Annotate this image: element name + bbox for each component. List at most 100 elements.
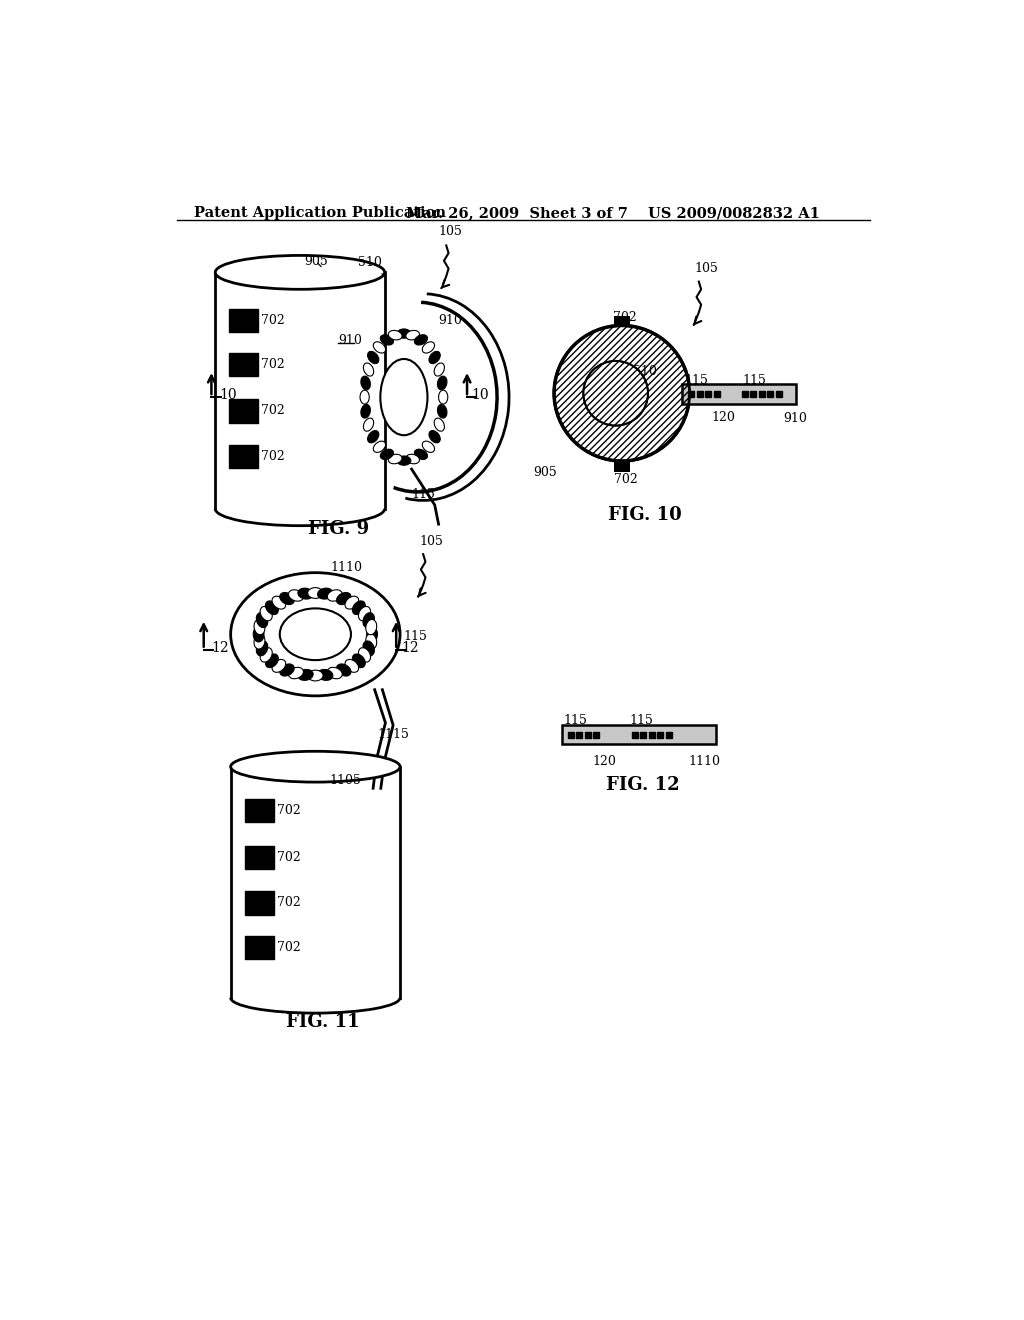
Ellipse shape xyxy=(434,418,444,432)
Text: 12: 12 xyxy=(400,642,419,655)
Bar xyxy=(245,846,273,869)
Text: 510: 510 xyxy=(634,364,657,378)
Text: 115: 115 xyxy=(630,714,653,727)
Ellipse shape xyxy=(415,335,427,345)
Text: FIG. 9: FIG. 9 xyxy=(308,520,369,539)
Ellipse shape xyxy=(362,612,375,627)
Bar xyxy=(245,936,273,960)
Ellipse shape xyxy=(388,330,402,341)
Ellipse shape xyxy=(368,430,379,442)
Text: 115: 115 xyxy=(684,374,708,387)
Bar xyxy=(682,384,796,404)
Ellipse shape xyxy=(366,634,377,649)
Text: 510: 510 xyxy=(357,256,383,275)
Text: 115: 115 xyxy=(412,488,435,502)
Ellipse shape xyxy=(337,664,351,676)
Ellipse shape xyxy=(260,648,272,663)
Ellipse shape xyxy=(254,634,265,649)
Ellipse shape xyxy=(434,363,444,376)
Ellipse shape xyxy=(368,351,379,363)
Ellipse shape xyxy=(280,664,294,676)
Ellipse shape xyxy=(280,593,294,605)
Ellipse shape xyxy=(380,359,427,436)
Text: FIG. 12: FIG. 12 xyxy=(606,776,679,793)
Ellipse shape xyxy=(260,606,272,620)
Ellipse shape xyxy=(362,642,375,656)
Bar xyxy=(614,461,630,471)
Ellipse shape xyxy=(317,589,333,599)
Ellipse shape xyxy=(230,573,400,696)
Ellipse shape xyxy=(438,391,447,404)
Ellipse shape xyxy=(272,660,286,672)
Ellipse shape xyxy=(429,430,440,442)
Text: 12: 12 xyxy=(211,642,229,655)
Text: 1110: 1110 xyxy=(331,561,362,574)
Text: 115: 115 xyxy=(403,631,428,643)
Ellipse shape xyxy=(254,619,265,635)
Text: 702: 702 xyxy=(261,358,286,371)
Text: 115: 115 xyxy=(563,714,587,727)
Text: 702: 702 xyxy=(276,941,301,954)
Text: 905: 905 xyxy=(534,466,557,479)
Bar xyxy=(562,725,716,744)
Ellipse shape xyxy=(397,455,411,465)
Ellipse shape xyxy=(429,351,440,363)
Text: 10: 10 xyxy=(472,388,489,403)
Ellipse shape xyxy=(364,418,374,432)
Ellipse shape xyxy=(317,669,333,680)
Ellipse shape xyxy=(256,642,267,656)
Text: 702: 702 xyxy=(261,450,286,463)
Ellipse shape xyxy=(397,329,411,338)
Ellipse shape xyxy=(380,335,393,345)
Ellipse shape xyxy=(422,441,434,453)
Ellipse shape xyxy=(415,449,427,459)
Text: 120: 120 xyxy=(593,755,616,768)
Ellipse shape xyxy=(406,330,420,341)
Ellipse shape xyxy=(388,454,402,463)
Text: 702: 702 xyxy=(261,404,286,417)
Bar xyxy=(614,317,630,327)
Text: US 2009/0082832 A1: US 2009/0082832 A1 xyxy=(648,206,820,220)
Text: 702: 702 xyxy=(276,804,301,817)
Ellipse shape xyxy=(289,668,303,678)
Bar xyxy=(245,799,273,822)
Bar xyxy=(229,400,258,422)
Ellipse shape xyxy=(298,589,313,599)
Bar xyxy=(245,891,273,915)
Text: 702: 702 xyxy=(276,896,301,909)
Bar xyxy=(229,354,258,376)
Ellipse shape xyxy=(364,363,374,376)
Text: FIG. 10: FIG. 10 xyxy=(608,507,682,524)
Ellipse shape xyxy=(406,454,420,463)
Ellipse shape xyxy=(437,404,446,418)
Text: 1105: 1105 xyxy=(330,775,361,788)
Ellipse shape xyxy=(374,441,386,453)
Text: 120: 120 xyxy=(711,411,735,424)
Ellipse shape xyxy=(328,668,342,678)
Ellipse shape xyxy=(289,590,303,601)
Ellipse shape xyxy=(437,376,446,389)
Ellipse shape xyxy=(360,404,371,418)
Ellipse shape xyxy=(256,612,267,627)
Bar xyxy=(229,445,258,469)
Text: 1115: 1115 xyxy=(377,729,409,742)
Text: 105: 105 xyxy=(694,263,718,276)
Ellipse shape xyxy=(366,619,377,635)
Ellipse shape xyxy=(422,342,434,352)
Text: 10: 10 xyxy=(219,388,237,403)
Ellipse shape xyxy=(298,669,313,680)
Ellipse shape xyxy=(337,593,351,605)
Text: 910: 910 xyxy=(339,334,362,347)
Ellipse shape xyxy=(272,597,286,609)
Ellipse shape xyxy=(307,587,323,598)
Text: Mar. 26, 2009  Sheet 3 of 7: Mar. 26, 2009 Sheet 3 of 7 xyxy=(407,206,628,220)
Ellipse shape xyxy=(215,256,385,289)
Text: 105: 105 xyxy=(438,226,463,239)
Ellipse shape xyxy=(307,671,323,681)
Text: 115: 115 xyxy=(742,374,766,387)
Ellipse shape xyxy=(380,449,393,459)
Ellipse shape xyxy=(230,751,400,781)
Ellipse shape xyxy=(328,590,342,601)
Ellipse shape xyxy=(352,601,366,615)
Ellipse shape xyxy=(374,342,386,352)
